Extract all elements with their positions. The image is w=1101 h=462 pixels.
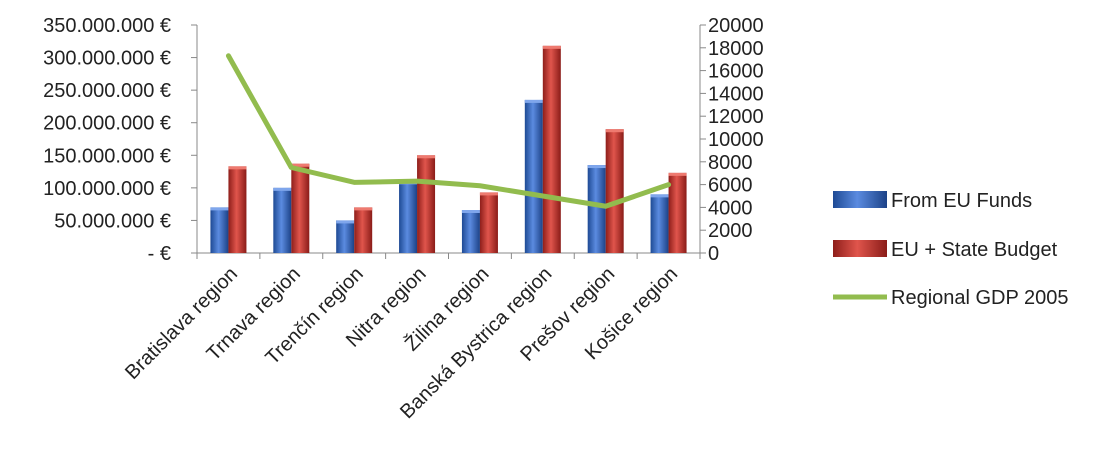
left-y-tick-label: 50.000.000 €: [54, 210, 171, 232]
bar-top-from-eu-funds-7: [650, 194, 669, 198]
right-y-tick-label: 16000: [708, 61, 764, 83]
bar-eu-state-budget-7: [668, 172, 687, 253]
right-y-tick-label: 6000: [708, 175, 753, 197]
right-y-tick-label: 12000: [708, 106, 764, 128]
bar-top-from-eu-funds-1: [273, 187, 292, 191]
line-regional-gdp-2005: [225, 53, 672, 209]
bar-top-eu-state-budget-5: [542, 45, 561, 49]
x-category-label: Bratislava region: [121, 263, 242, 384]
bar-top-from-eu-funds-2: [336, 220, 355, 224]
bar-top-eu-state-budget-1: [291, 163, 310, 167]
right-y-tick-label: 10000: [708, 129, 764, 151]
right-y-tick-label: 18000: [708, 38, 764, 60]
legend-swatch-eu-state-budget: [833, 240, 887, 257]
legend-label-eu-state-budget: EU + State Budget: [891, 239, 1058, 261]
bar-from-eu-funds-2: [336, 220, 355, 253]
left-y-tick-label: 100.000.000 €: [43, 178, 171, 200]
bar-top-eu-state-budget-3: [417, 155, 436, 159]
bar-top-from-eu-funds-0: [210, 207, 229, 211]
bar-from-eu-funds-5: [524, 99, 543, 254]
left-y-tick-label: 150.000.000 €: [43, 145, 171, 167]
bar-eu-state-budget-4: [479, 192, 498, 253]
bar-top-eu-state-budget-6: [605, 129, 624, 133]
bar-from-eu-funds-4: [461, 210, 480, 253]
right-y-tick-label: 2000: [708, 220, 753, 242]
right-y-tick-label: 8000: [708, 152, 753, 174]
bar-from-eu-funds-3: [399, 181, 418, 253]
bar-from-eu-funds-7: [650, 194, 669, 253]
left-y-tick-label: 350.000.000 €: [43, 15, 171, 37]
bar-eu-state-budget-0: [228, 166, 247, 253]
legend-label-regional-gdp-2005: Regional GDP 2005: [891, 287, 1069, 309]
bar-eu-state-budget-2: [354, 207, 373, 253]
left-y-tick-label: 300.000.000 €: [43, 48, 171, 70]
right-y-tick-label: 0: [708, 243, 719, 265]
legend-swatch-from-eu-funds: [833, 191, 887, 208]
bar-eu-state-budget-3: [417, 155, 436, 253]
right-y-tick-label: 14000: [708, 83, 764, 105]
bar-top-eu-state-budget-4: [479, 192, 498, 196]
left-y-tick-label: 250.000.000 €: [43, 80, 171, 102]
bar-top-from-eu-funds-5: [524, 99, 543, 103]
right-y-tick-label: 4000: [708, 197, 753, 219]
bar-from-eu-funds-6: [587, 165, 606, 253]
bar-from-eu-funds-1: [273, 187, 292, 253]
bar-top-from-eu-funds-4: [461, 210, 480, 214]
left-y-tick-label: 200.000.000 €: [43, 113, 171, 135]
bar-from-eu-funds-0: [210, 207, 229, 253]
bar-top-eu-state-budget-0: [228, 166, 247, 170]
left-y-tick-label: - €: [148, 243, 171, 265]
bar-eu-state-budget-1: [291, 163, 310, 253]
right-y-tick-label: 20000: [708, 15, 764, 37]
bar-top-eu-state-budget-7: [668, 172, 687, 176]
bar-eu-state-budget-6: [605, 129, 624, 253]
bar-top-eu-state-budget-2: [354, 207, 373, 211]
legend-label-from-eu-funds: From EU Funds: [891, 190, 1032, 212]
bar-eu-state-budget-5: [542, 45, 561, 253]
bar-top-from-eu-funds-6: [587, 165, 606, 169]
